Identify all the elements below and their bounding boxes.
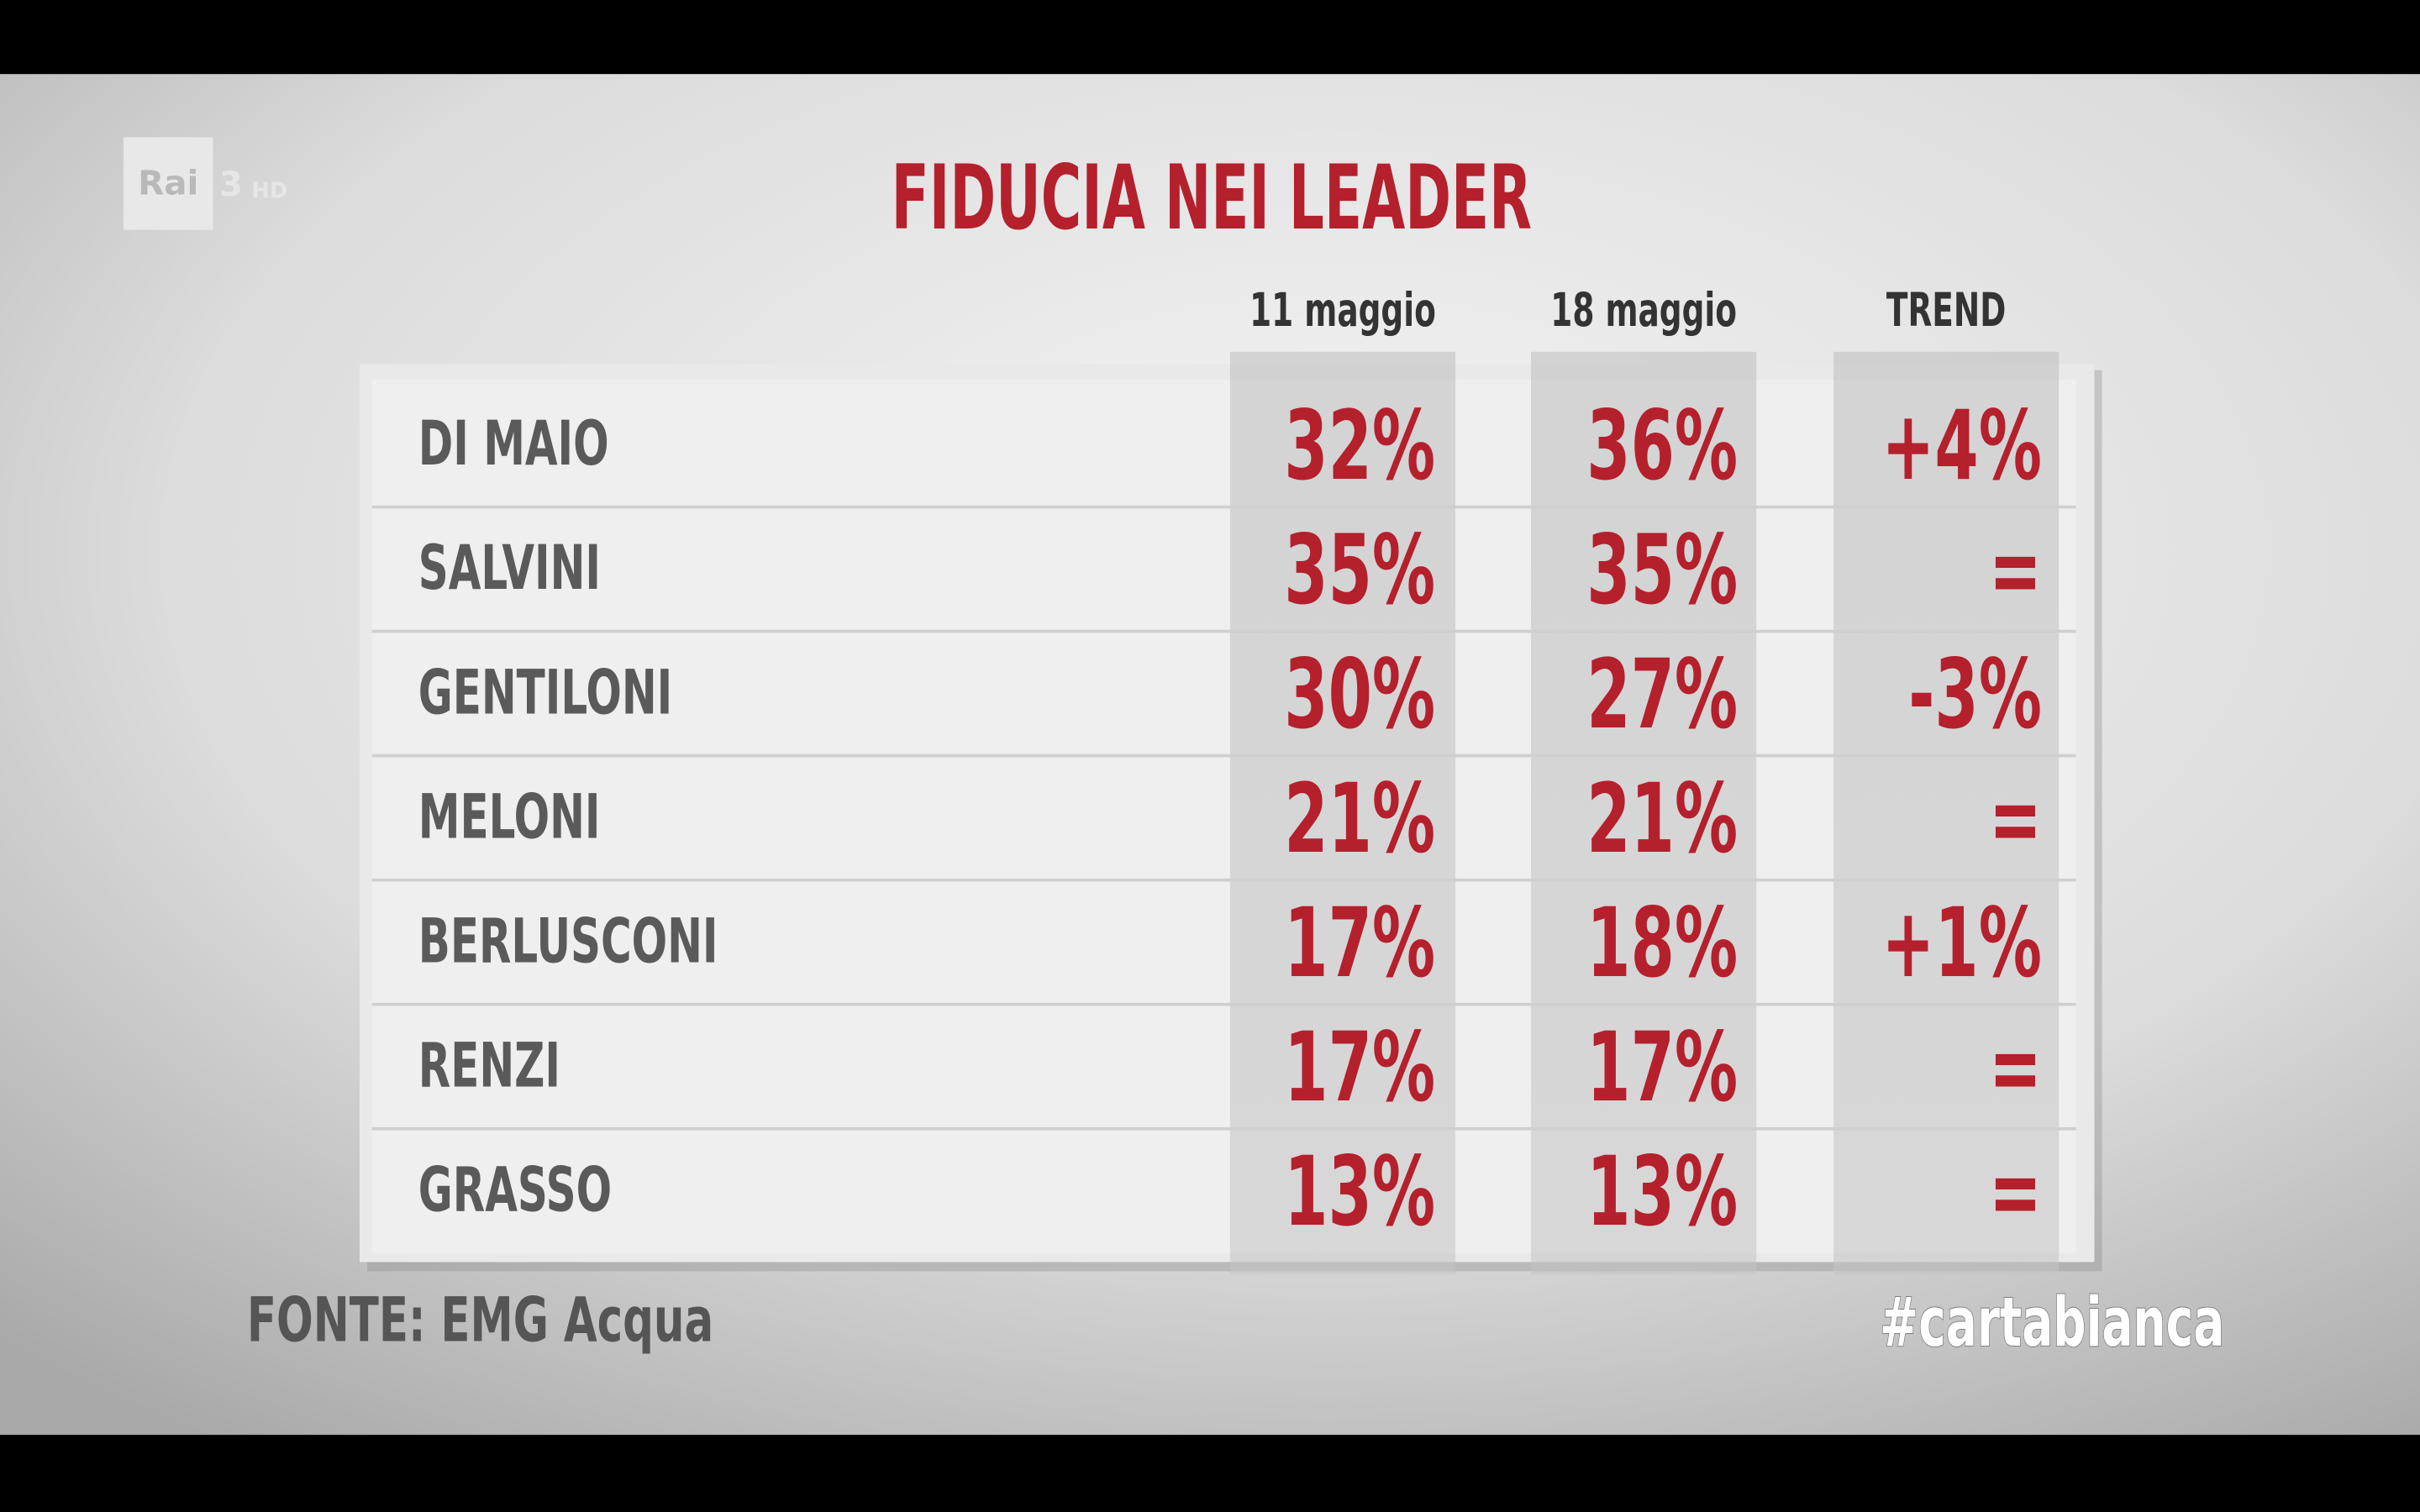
cell-value: 32% [1284,390,1435,501]
cell-value: 27% [1586,638,1738,750]
column-header: TREND [1886,284,2006,338]
leader-name: DI MAIO [418,407,609,479]
cell-value: 17% [1586,1011,1738,1123]
column-header: 18 maggio [1550,284,1737,338]
cell-value: 17% [1284,887,1435,999]
source: FONTE: EMG Acqua [247,1284,713,1356]
cell-value: 21% [1586,763,1738,874]
cell-value: 13% [1284,1136,1435,1247]
leader-name: MELONI [418,780,601,852]
column-header: 11 maggio [1249,284,1436,338]
cell-value: -3% [1908,638,2042,750]
cell-value: +1% [1881,887,2042,999]
logo-channel: 3 [219,164,243,204]
cell-value: 35% [1586,514,1738,626]
cell-value: 36% [1586,390,1738,501]
cell-value: = [1989,514,2042,626]
panel-inner [371,379,2076,1253]
cell-value: = [1989,763,2042,874]
cell-value: 30% [1284,638,1435,750]
cell-value: 17% [1284,1011,1435,1123]
leader-name: SALVINI [418,532,601,603]
logo-box [123,137,213,230]
cell-value: = [1989,1011,2042,1123]
cell-value: 13% [1586,1136,1738,1247]
hashtag: #cartabianca [1880,1284,2224,1362]
cell-value: 18% [1586,887,1738,999]
title: FIDUCIA NEI LEADER [892,145,1532,249]
leader-name: RENZI [418,1030,560,1101]
logo-quality: HD [251,178,287,203]
logo-name: Rai [138,162,198,202]
cell-value: 21% [1284,763,1435,874]
leader-name: BERLUSCONI [418,906,718,977]
cell-value: +4% [1881,390,2042,501]
leader-name: GENTILONI [418,656,672,727]
cell-value: = [1989,1136,2042,1247]
cell-value: 35% [1284,514,1435,626]
leader-name: GRASSO [418,1154,612,1226]
